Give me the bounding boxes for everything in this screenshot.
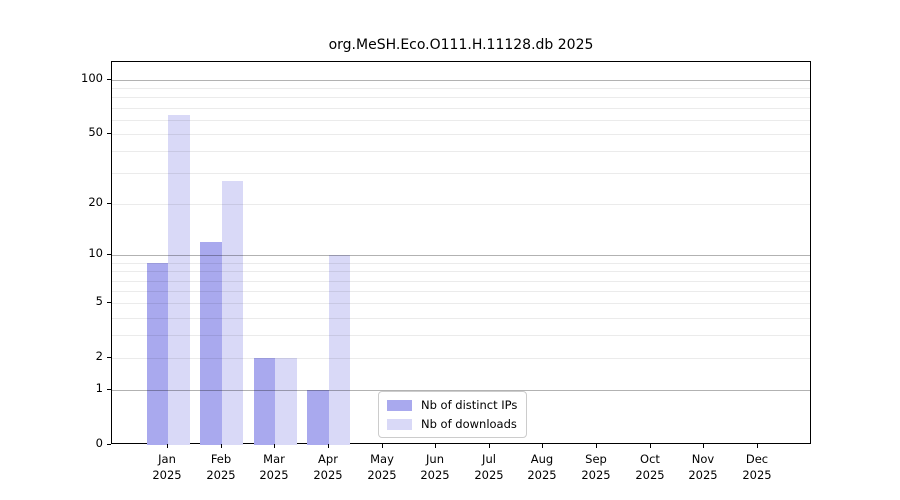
y-tick-mark	[107, 133, 111, 135]
gridline-8	[112, 271, 810, 272]
y-tick-mark	[107, 79, 111, 81]
x-tick-mark	[382, 444, 384, 448]
x-tick-label-jan: Jan 2025	[152, 452, 182, 482]
x-tick-mark	[167, 444, 169, 448]
x-tick-label-aug: Aug 2025	[527, 452, 557, 482]
y-tick-label-10: 10	[88, 246, 103, 260]
legend-item-downloads: Nb of downloads	[387, 417, 517, 431]
gridline-30	[112, 173, 810, 174]
y-tick-label-1: 1	[95, 381, 103, 395]
bar-distinct-ips-apr	[307, 390, 329, 445]
legend-swatch-distinct-ips-icon	[387, 399, 412, 411]
gridline-5	[112, 303, 810, 304]
x-tick-label-sep: Sep 2025	[581, 452, 611, 482]
legend-label-distinct-ips: Nb of distinct IPs	[421, 398, 518, 412]
bars-layer	[112, 62, 810, 445]
y-tick-mark	[107, 389, 111, 391]
chart-title: org.MeSH.Eco.O111.H.11128.db 2025	[328, 37, 594, 53]
bar-distinct-ips-jan	[146, 262, 168, 445]
x-tick-mark	[274, 444, 276, 448]
gridline-4	[112, 318, 810, 319]
x-tick-label-feb: Feb 2025	[206, 452, 236, 482]
x-tick-mark	[489, 444, 491, 448]
gridline-7	[112, 281, 810, 282]
y-tick-label-5: 5	[95, 294, 103, 308]
x-tick-mark	[757, 444, 759, 448]
bar-downloads-apr	[328, 255, 351, 445]
y-tick-label-0: 0	[95, 436, 103, 450]
x-tick-mark	[435, 444, 437, 448]
x-tick-label-oct: Oct 2025	[635, 452, 665, 482]
legend-item-distinct-ips: Nb of distinct IPs	[387, 398, 517, 412]
x-tick-label-jul: Jul 2025	[474, 452, 504, 482]
y-tick-label-2: 2	[95, 349, 103, 363]
x-tick-label-apr: Apr 2025	[313, 452, 343, 482]
legend-swatch-downloads-icon	[387, 418, 412, 430]
bar-downloads-jan	[168, 114, 190, 445]
bar-distinct-ips-feb	[200, 242, 222, 445]
y-tick-mark	[107, 302, 111, 304]
x-tick-label-mar: Mar 2025	[259, 452, 289, 482]
plot-area: Nb of distinct IPs Nb of downloads	[111, 61, 811, 445]
y-tick-label-20: 20	[88, 195, 103, 209]
y-tick-mark	[107, 254, 111, 256]
x-tick-label-dec: Dec 2025	[742, 452, 772, 482]
x-tick-mark	[328, 444, 330, 448]
x-tick-label-jun: Jun 2025	[420, 452, 450, 482]
bar-downloads-feb	[221, 181, 244, 445]
gridline-80	[112, 97, 810, 98]
gridline-6	[112, 291, 810, 292]
y-tick-mark	[107, 203, 111, 205]
y-tick-label-50: 50	[88, 125, 103, 139]
gridline-10	[112, 255, 810, 256]
x-tick-mark	[703, 444, 705, 448]
gridline-60	[112, 120, 810, 121]
x-tick-mark	[221, 444, 223, 448]
gridline-40	[112, 151, 810, 152]
gridline-70	[112, 108, 810, 109]
x-tick-label-may: May 2025	[367, 452, 397, 482]
legend-label-downloads: Nb of downloads	[421, 417, 517, 431]
bar-downloads-mar	[275, 358, 297, 445]
y-tick-label-100: 100	[81, 71, 103, 85]
x-tick-mark	[542, 444, 544, 448]
x-tick-label-nov: Nov 2025	[688, 452, 718, 482]
legend: Nb of distinct IPs Nb of downloads	[378, 391, 528, 438]
gridline-9	[112, 263, 810, 264]
gridline-3	[112, 335, 810, 336]
gridline-90	[112, 88, 810, 89]
grid-layer	[112, 62, 810, 443]
bar-distinct-ips-mar	[253, 358, 276, 445]
gridline-100	[112, 80, 810, 81]
gridline-2	[112, 358, 810, 359]
x-tick-mark	[596, 444, 598, 448]
gridline-20	[112, 204, 810, 205]
y-tick-mark	[107, 444, 111, 446]
y-tick-mark	[107, 357, 111, 359]
gridline-50	[112, 134, 810, 135]
x-tick-mark	[650, 444, 652, 448]
